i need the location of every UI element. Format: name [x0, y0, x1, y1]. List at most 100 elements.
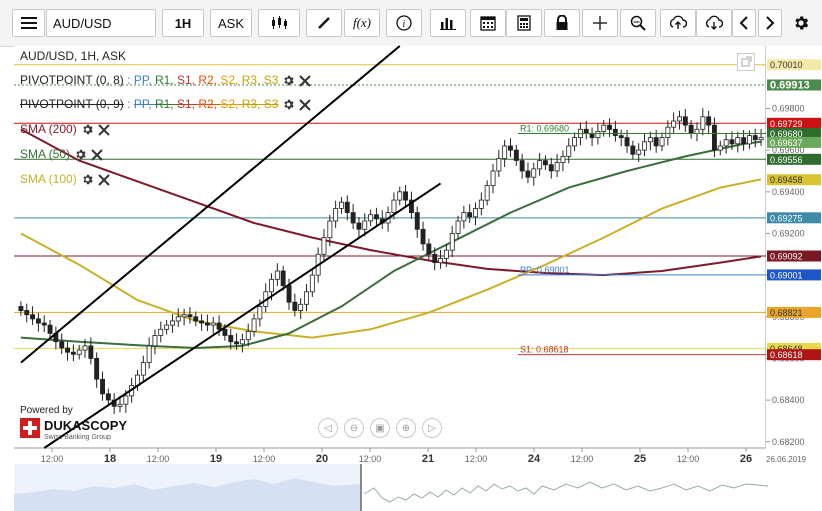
period-selector[interactable]: 1H [162, 9, 204, 37]
candle-body-28 [181, 314, 187, 318]
calendar-icon[interactable] [470, 9, 506, 37]
candle-body-55 [338, 201, 344, 209]
zoom-icon[interactable] [620, 9, 656, 37]
candle-body-45 [280, 270, 286, 287]
candle-body-3 [36, 318, 41, 324]
candle-body-123 [735, 137, 741, 145]
x-tick-label-5: 20 [316, 453, 328, 465]
x-tick-label-1: 18 [104, 453, 116, 465]
scroll-left-icon[interactable]: ◁ [318, 418, 338, 438]
navigator-handle[interactable] [360, 464, 362, 511]
pivot-level-s3: S3 [263, 97, 279, 111]
candle-body-105 [630, 145, 636, 155]
price-tag-label-4: 0.69637 [770, 138, 803, 148]
indicator-row-2[interactable]: SMA (200) [20, 121, 110, 137]
price-tag-label-10: 0.68821 [770, 308, 803, 318]
lock-icon[interactable] [544, 9, 580, 37]
navigator-line [363, 481, 768, 503]
instrument-selector[interactable]: AUD/USD [46, 9, 156, 37]
indicator-row-3[interactable]: SMA (50) [20, 146, 103, 162]
candle-body-5 [47, 324, 53, 334]
hamburger-menu-icon[interactable] [12, 9, 45, 37]
x-tick-label-6: 12:00 [359, 454, 382, 464]
x-tick-label-11: 25 [634, 453, 646, 465]
candle-body-126 [752, 135, 758, 141]
candle-body-15 [105, 393, 111, 401]
download-icon[interactable] [696, 9, 732, 37]
maximize-icon[interactable] [737, 53, 755, 71]
candle-body-78 [473, 208, 478, 218]
candle-body-36 [228, 335, 234, 343]
candle-body-67 [408, 199, 414, 214]
pivot-level-s2: S2, [220, 97, 242, 111]
candle-body-79 [478, 199, 484, 209]
close-icon[interactable] [97, 174, 110, 186]
calculator-icon[interactable] [506, 9, 542, 37]
zoom-in-icon[interactable]: ⊕ [396, 418, 416, 438]
candle-body-74 [449, 233, 455, 251]
x-tick-label-8: 12:00 [465, 454, 488, 464]
candle-body-41 [257, 305, 263, 320]
candles-icon[interactable] [258, 9, 300, 37]
indicator-row-0[interactable]: PIVOTPOINT (0, 8) : PP, R1, S1, R2, S2, … [20, 72, 312, 88]
close-icon[interactable] [299, 75, 312, 87]
candle-body-120 [717, 145, 723, 151]
candle-body-53 [327, 220, 333, 239]
gear-icon[interactable] [282, 74, 295, 87]
upload-icon[interactable] [660, 9, 696, 37]
scroll-right-icon[interactable]: ▷ [422, 418, 442, 438]
candle-body-52 [321, 237, 327, 255]
close-icon[interactable] [299, 99, 312, 111]
y-tick-label-1: 0.68400 [772, 395, 805, 405]
close-icon[interactable] [97, 124, 110, 136]
x-tick-label-9: 24 [528, 453, 541, 465]
dukascopy-logo: DUKASCOPY Swiss Banking Group [20, 418, 127, 441]
candle-body-26 [169, 320, 175, 326]
chevron-right-icon[interactable] [758, 9, 782, 37]
indicator-name: SMA (100) [20, 172, 77, 186]
gear-icon[interactable] [282, 98, 295, 111]
candle-body-57 [350, 212, 356, 224]
candle-body-13 [94, 357, 100, 380]
candle-body-39 [245, 330, 251, 341]
y-tick-label-6: 0.69400 [772, 187, 805, 197]
draw-icon[interactable] [306, 9, 342, 37]
crosshair-icon[interactable] [582, 9, 618, 37]
close-icon[interactable] [91, 149, 103, 161]
fx-icon[interactable]: f(x) [344, 9, 380, 37]
fit-icon[interactable]: ▣ [370, 418, 390, 438]
indicator-row-1[interactable]: PIVOTPOINT (0, 9) : PP, R1, S1, R2, S2, … [20, 96, 312, 112]
candle-body-77 [467, 212, 473, 218]
gear-icon[interactable] [81, 123, 94, 136]
candle-body-18 [123, 395, 129, 405]
pivot-level-pp: PP, [133, 97, 155, 111]
chevron-left-icon[interactable] [732, 9, 756, 37]
pivot-level-s1: S1, [176, 73, 199, 87]
price-tag-label-9: 0.69001 [770, 270, 803, 280]
pivot-label-2: S1: 0.68618 [520, 345, 569, 355]
candle-body-113 [677, 116, 682, 122]
price-tag-label-2: 0.69729 [770, 119, 803, 129]
side-selector[interactable]: ASK [210, 9, 252, 37]
y-tick-label-5: 0.69200 [772, 228, 805, 238]
pivot-level-r3: R3, [241, 97, 264, 111]
candle-body-101 [607, 124, 612, 130]
candle-body-94 [566, 145, 572, 157]
pivot-label-0: R1: 0.69680 [520, 123, 569, 133]
info-icon[interactable]: i [386, 9, 422, 37]
candle-body-127 [758, 137, 764, 141]
navigator-overview[interactable] [14, 464, 768, 511]
gear-icon[interactable] [81, 173, 94, 186]
indicator-row-4[interactable]: SMA (100) [20, 171, 110, 187]
zoom-out-icon[interactable]: ⊖ [344, 418, 364, 438]
svg-text:i: i [403, 19, 406, 30]
sma200-line [20, 128, 762, 277]
price-tag-label-11: 0.68648 [770, 344, 803, 354]
candle-body-40 [251, 318, 257, 332]
gear-icon[interactable] [74, 148, 87, 161]
bar-chart-icon[interactable] [430, 9, 466, 37]
settings-gear-icon[interactable] [786, 9, 816, 37]
price-tag-4 [767, 136, 821, 148]
indicator-name: PIVOTPOINT (0, 9) [20, 97, 124, 111]
